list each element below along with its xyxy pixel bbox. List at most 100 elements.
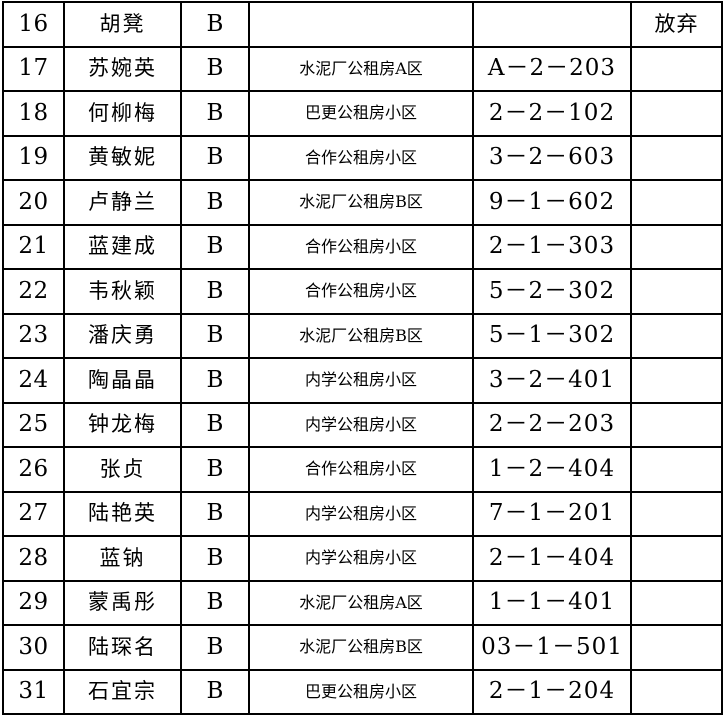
- cell-applicant-name[interactable]: 黄敏妮: [63, 134, 182, 181]
- cell-community-name[interactable]: [248, 1, 474, 48]
- cell-remark[interactable]: [630, 446, 723, 493]
- cell-serial-number[interactable]: 31: [2, 668, 65, 715]
- cell-community-name[interactable]: 合作公租房小区: [248, 134, 474, 181]
- cell-unit-number[interactable]: 2－2－102: [472, 90, 632, 137]
- cell-housing-type[interactable]: B: [180, 179, 250, 226]
- cell-community-name[interactable]: 巴更公租房小区: [248, 668, 474, 715]
- cell-community-name[interactable]: 水泥厂公租房A区: [248, 45, 474, 92]
- cell-remark[interactable]: [630, 668, 723, 715]
- cell-applicant-name[interactable]: 陆琛名: [63, 624, 182, 671]
- cell-remark[interactable]: [630, 179, 723, 226]
- cell-applicant-name[interactable]: 陆艳英: [63, 490, 182, 537]
- cell-unit-number[interactable]: 7－1－201: [472, 490, 632, 537]
- cell-housing-type[interactable]: B: [180, 90, 250, 137]
- cell-housing-type[interactable]: B: [180, 312, 250, 359]
- cell-unit-number[interactable]: 2－1－204: [472, 668, 632, 715]
- cell-unit-number[interactable]: 5－2－302: [472, 268, 632, 315]
- cell-remark[interactable]: [630, 357, 723, 404]
- cell-applicant-name[interactable]: 卢静兰: [63, 179, 182, 226]
- cell-unit-number[interactable]: 2－1－404: [472, 535, 632, 582]
- cell-remark[interactable]: [630, 45, 723, 92]
- cell-housing-type[interactable]: B: [180, 357, 250, 404]
- cell-remark[interactable]: [630, 223, 723, 270]
- cell-unit-number[interactable]: 1－1－401: [472, 579, 632, 626]
- cell-community-name[interactable]: 巴更公租房小区: [248, 90, 474, 137]
- cell-housing-type[interactable]: B: [180, 446, 250, 493]
- cell-unit-number[interactable]: 9－1－602: [472, 179, 632, 226]
- cell-unit-number[interactable]: 2－1－303: [472, 223, 632, 270]
- cell-community-name[interactable]: 水泥厂公租房A区: [248, 579, 474, 626]
- cell-applicant-name[interactable]: 钟龙梅: [63, 401, 182, 448]
- cell-housing-type[interactable]: B: [180, 535, 250, 582]
- cell-community-name[interactable]: 合作公租房小区: [248, 446, 474, 493]
- cell-serial-number[interactable]: 27: [2, 490, 65, 537]
- cell-serial-number[interactable]: 20: [2, 179, 65, 226]
- cell-remark[interactable]: [630, 134, 723, 181]
- cell-housing-type[interactable]: B: [180, 490, 250, 537]
- cell-applicant-name[interactable]: 苏婉英: [63, 45, 182, 92]
- cell-applicant-name[interactable]: 张贞: [63, 446, 182, 493]
- cell-community-name[interactable]: 水泥厂公租房B区: [248, 179, 474, 226]
- cell-remark[interactable]: [630, 579, 723, 626]
- cell-serial-number[interactable]: 21: [2, 223, 65, 270]
- cell-remark[interactable]: [630, 268, 723, 315]
- cell-serial-number[interactable]: 16: [2, 1, 65, 48]
- cell-community-name[interactable]: 水泥厂公租房B区: [248, 624, 474, 671]
- cell-unit-number[interactable]: 03－1－501: [472, 624, 632, 671]
- cell-applicant-name[interactable]: 石宜宗: [63, 668, 182, 715]
- cell-remark[interactable]: [630, 535, 723, 582]
- cell-unit-number[interactable]: 3－2－603: [472, 134, 632, 181]
- cell-applicant-name[interactable]: 蓝建成: [63, 223, 182, 270]
- cell-housing-type[interactable]: B: [180, 668, 250, 715]
- cell-remark[interactable]: [630, 90, 723, 137]
- cell-applicant-name[interactable]: 韦秋颖: [63, 268, 182, 315]
- cell-remark[interactable]: [630, 401, 723, 448]
- cell-housing-type[interactable]: B: [180, 45, 250, 92]
- cell-housing-type[interactable]: B: [180, 401, 250, 448]
- cell-community-name[interactable]: 内学公租房小区: [248, 490, 474, 537]
- cell-community-name[interactable]: 合作公租房小区: [248, 223, 474, 270]
- cell-remark[interactable]: 放弃: [630, 1, 723, 48]
- cell-serial-number[interactable]: 28: [2, 535, 65, 582]
- cell-serial-number[interactable]: 30: [2, 624, 65, 671]
- cell-housing-type[interactable]: B: [180, 624, 250, 671]
- cell-housing-type[interactable]: B: [180, 223, 250, 270]
- cell-housing-type[interactable]: B: [180, 579, 250, 626]
- cell-community-name[interactable]: 内学公租房小区: [248, 401, 474, 448]
- cell-unit-number[interactable]: [472, 1, 632, 48]
- cell-serial-number[interactable]: 23: [2, 312, 65, 359]
- cell-serial-number[interactable]: 19: [2, 134, 65, 181]
- cell-serial-number[interactable]: 22: [2, 268, 65, 315]
- cell-housing-type[interactable]: B: [180, 134, 250, 181]
- cell-applicant-name[interactable]: 陶晶晶: [63, 357, 182, 404]
- cell-unit-number[interactable]: A－2－203: [472, 45, 632, 92]
- cell-applicant-name[interactable]: 何柳梅: [63, 90, 182, 137]
- cell-serial-number[interactable]: 18: [2, 90, 65, 137]
- cell-serial-number[interactable]: 29: [2, 579, 65, 626]
- cell-unit-number[interactable]: 2－2－203: [472, 401, 632, 448]
- cell-serial-number[interactable]: 25: [2, 401, 65, 448]
- cell-applicant-name[interactable]: 潘庆勇: [63, 312, 182, 359]
- cell-serial-number[interactable]: 17: [2, 45, 65, 92]
- cell-unit-number[interactable]: 1－2－404: [472, 446, 632, 493]
- cell-remark[interactable]: [630, 312, 723, 359]
- cell-remark[interactable]: [630, 490, 723, 537]
- cell-housing-type[interactable]: B: [180, 1, 250, 48]
- cell-community-name[interactable]: 水泥厂公租房B区: [248, 312, 474, 359]
- table-row: 16 胡凳 B 放弃: [2, 1, 723, 48]
- table-row: 24 陶晶晶 B 内学公租房小区 3－2－401: [2, 357, 723, 404]
- cell-unit-number[interactable]: 5－1－302: [472, 312, 632, 359]
- cell-housing-type[interactable]: B: [180, 268, 250, 315]
- cell-serial-number[interactable]: 24: [2, 357, 65, 404]
- table-row: 31 石宜宗 B 巴更公租房小区 2－1－204: [2, 668, 723, 715]
- cell-community-name[interactable]: 内学公租房小区: [248, 357, 474, 404]
- table-row: 25 钟龙梅 B 内学公租房小区 2－2－203: [2, 401, 723, 448]
- cell-remark[interactable]: [630, 624, 723, 671]
- cell-serial-number[interactable]: 26: [2, 446, 65, 493]
- cell-applicant-name[interactable]: 蒙禹彤: [63, 579, 182, 626]
- cell-applicant-name[interactable]: 蓝钠: [63, 535, 182, 582]
- cell-community-name[interactable]: 内学公租房小区: [248, 535, 474, 582]
- cell-unit-number[interactable]: 3－2－401: [472, 357, 632, 404]
- cell-community-name[interactable]: 合作公租房小区: [248, 268, 474, 315]
- cell-applicant-name[interactable]: 胡凳: [63, 1, 182, 48]
